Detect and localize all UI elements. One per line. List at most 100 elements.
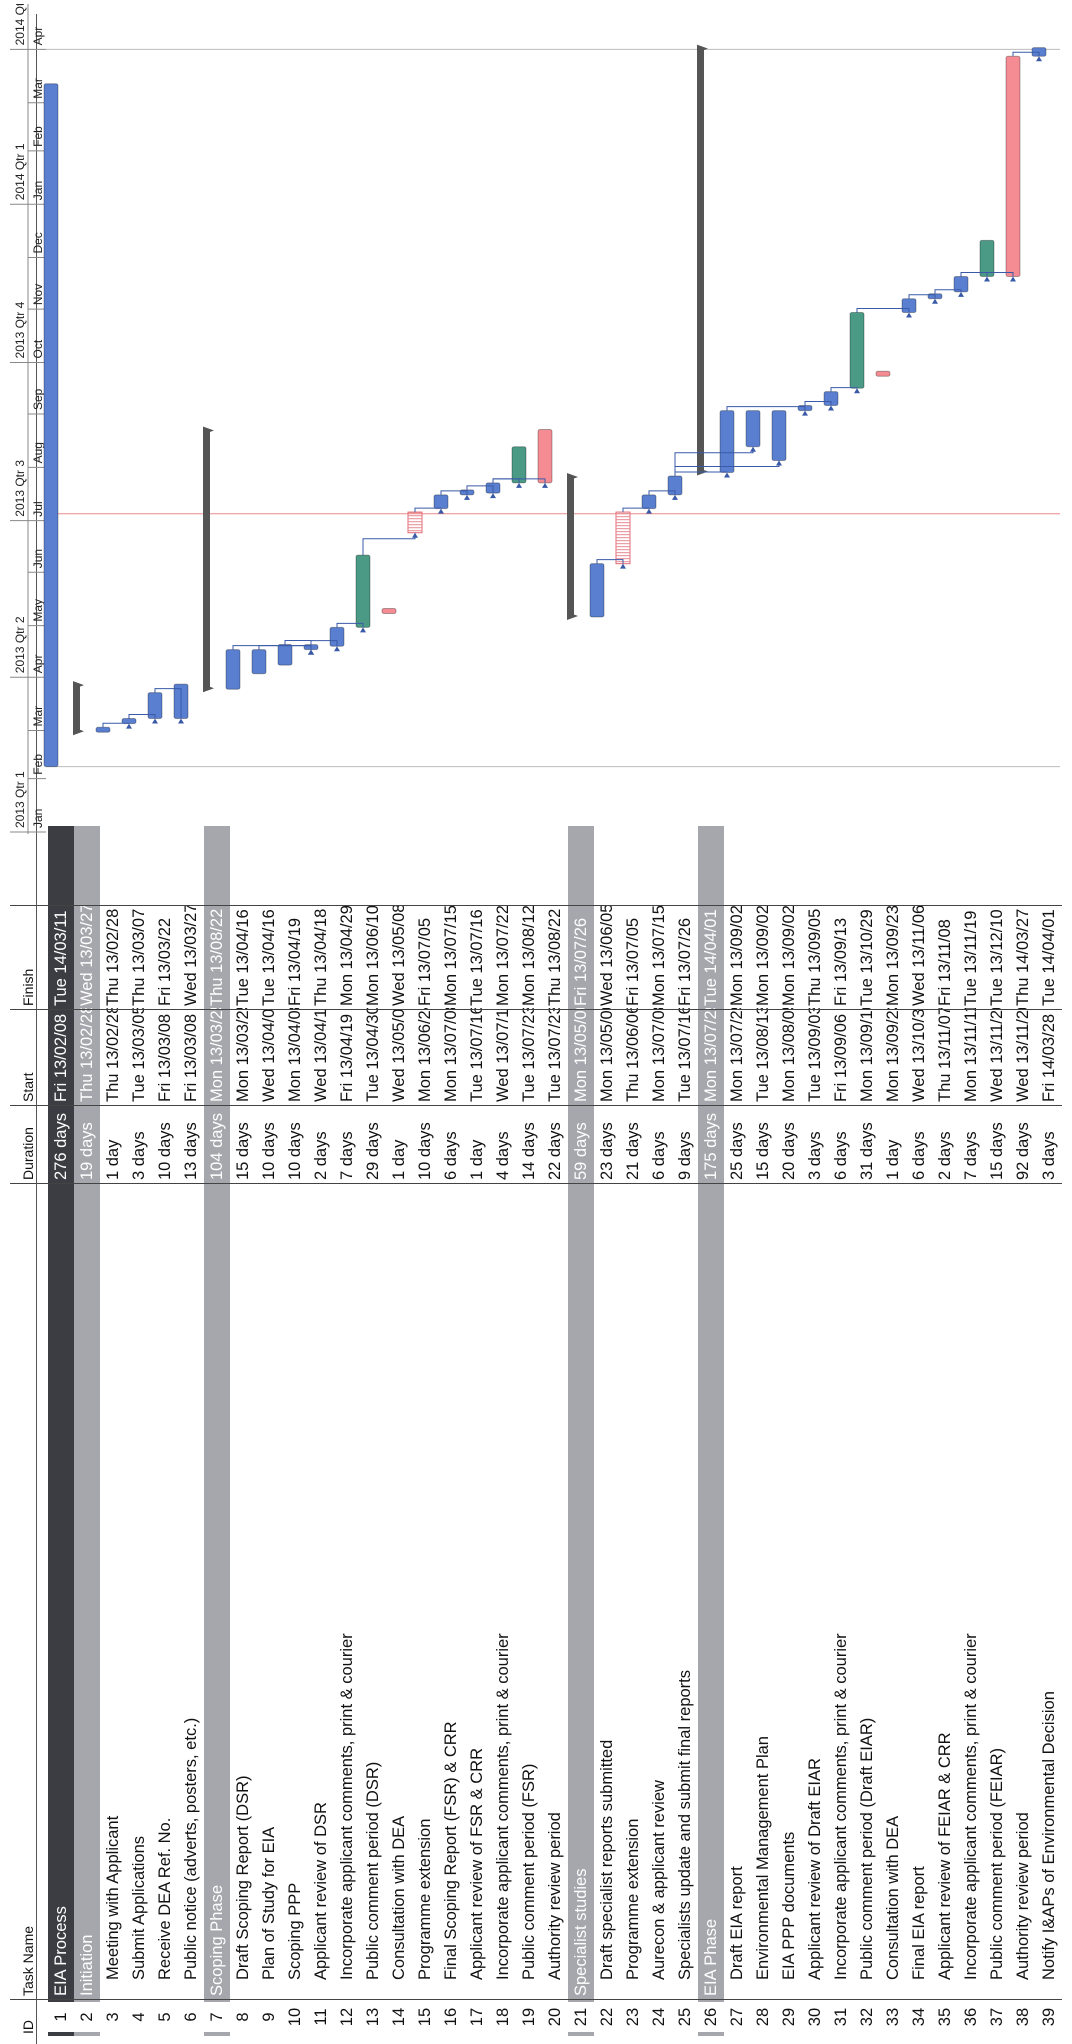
cell-start: Fri 13/09/06 [832, 1013, 850, 1102]
cell-start: Fri 13/02/08 [52, 1013, 70, 1102]
cell-name: Meeting with Applicant [104, 1815, 122, 1980]
table-row[interactable]: 29 EIA PPP documents 20 days Mon 13/08/05 Mo… [776, 826, 802, 2036]
table-row[interactable]: 5 Receive DEA Ref. No. 10 days Fri 13/03/08… [152, 826, 178, 2036]
col-header-id[interactable]: ID [20, 2020, 36, 2034]
table-row[interactable]: 30 Applicant review of Draft EIAR 3 days Tu… [802, 826, 828, 2036]
summary-end-cap [697, 44, 708, 53]
table-row[interactable]: 12 Incorporate applicant comments, print … [334, 826, 360, 2036]
cell-id: 10 [282, 2002, 308, 2032]
cell-finish: Wed 13/05/08 [390, 906, 408, 1006]
summary-start-cap [203, 684, 214, 693]
dependency-link [804, 400, 832, 406]
month-label: Feb [31, 754, 45, 775]
table-row[interactable]: 22 Draft specialist reports submitted 23 d… [594, 826, 620, 2036]
table-row[interactable]: 17 Applicant review of FSR & CRR 1 day Tue … [464, 826, 490, 2036]
table-row[interactable]: 16 Final Scoping Report (FSR) & CRR 6 days… [438, 826, 464, 2036]
cell-id: 13 [360, 2002, 386, 2032]
cell-start: Wed 13/05/08 [390, 1008, 408, 1102]
cell-duration: 29 days [364, 1122, 382, 1180]
dependency-link [726, 406, 806, 411]
cell-duration: 3 days [1040, 1131, 1058, 1180]
task-bar [43, 83, 59, 768]
cell-duration: 7 days [338, 1131, 356, 1180]
table-row[interactable]: 25 Specialists update and submit final re… [672, 826, 698, 2036]
table-row[interactable]: 10 Scoping PPP 10 days Mon 13/04/08 Fri 13/0… [282, 826, 308, 2036]
cell-start: Mon 13/05/06 [598, 1008, 616, 1102]
table-row[interactable]: 35 Applicant review of FEIAR & CRR 2 days T… [932, 826, 958, 2036]
table-row[interactable]: 13 Public comment period (DSR) 29 days Tue … [360, 826, 386, 2036]
cell-id: 26 [698, 2002, 724, 2032]
table-row[interactable]: 9 Plan of Study for EIA 10 days Wed 13/04/0… [256, 826, 282, 2036]
cell-name: Applicant review of FEIAR & CRR [936, 1732, 954, 1980]
dependency-link [934, 289, 962, 294]
summary-start-cap [73, 727, 84, 736]
table-row[interactable]: 28 Environmental Management Plan 15 days Tu… [750, 826, 776, 2036]
table-row[interactable]: 18 Incorporate applicant comments, print … [490, 826, 516, 2036]
col-header-start[interactable]: Start [20, 1072, 36, 1102]
task-bar [251, 649, 267, 675]
table-row[interactable]: 26 EIA Phase 175 days Mon 13/07/29 Tue 14/04… [698, 826, 724, 2036]
table-row[interactable]: 33 Consultation with DEA 1 day Mon 13/09/23… [880, 826, 906, 2036]
table-row[interactable]: 14 Consultation with DEA 1 day Wed 13/05/08… [386, 826, 412, 2036]
dependency-link [466, 485, 494, 494]
month-label: Oct [31, 339, 45, 358]
cell-duration: 1 day [104, 1139, 122, 1180]
cell-start: Mon 13/04/08 [286, 1008, 304, 1102]
cell-finish: Fri 13/04/19 [286, 917, 304, 1006]
col-header-task-name[interactable]: Task Name [20, 1925, 36, 1996]
cell-name: Specialists update and submit final repo… [676, 1669, 694, 1980]
cell-duration: 92 days [1014, 1122, 1032, 1180]
table-row[interactable]: 36 Incorporate applicant comments, print … [958, 826, 984, 2036]
table-row[interactable]: 6 Public notice (adverts, posters, etc.) 1… [178, 826, 204, 2036]
table-row[interactable]: 11 Applicant review of DSR 2 days Wed 13/04… [308, 826, 334, 2036]
col-header-finish[interactable]: Finish [20, 968, 36, 1006]
cell-start: Tue 13/08/13 [754, 1008, 772, 1102]
cell-duration: 9 days [676, 1131, 694, 1180]
table-row[interactable]: 32 Public comment period (Draft EIAR) 31 d… [854, 826, 880, 2036]
table-row[interactable]: 7 Scoping Phase 104 days Mon 13/03/25 Thu 13… [204, 826, 230, 2036]
table-row[interactable]: 4 Submit Applications 3 days Tue 13/03/05 Th… [126, 826, 152, 2036]
cell-start: Mon 13/08/05 [780, 1008, 798, 1102]
month-label: Feb [31, 126, 45, 147]
dependency-arrow [802, 410, 808, 416]
cell-duration: 3 days [130, 1131, 148, 1180]
cell-duration: 6 days [832, 1131, 850, 1180]
cell-name: Programme extension [416, 1818, 434, 1980]
task-bar [1005, 55, 1021, 277]
cell-id: 14 [386, 2002, 412, 2032]
task-bar [433, 494, 449, 510]
table-row[interactable]: 38 Authority review period 92 days Wed 13/1… [1010, 826, 1036, 2036]
table-row[interactable]: 23 Programme extension 21 days Thu 13/06/06… [620, 826, 646, 2036]
cell-id: 20 [542, 2002, 568, 2032]
cell-name: Incorporate applicant comments, print & … [832, 1633, 850, 1980]
task-bar [849, 312, 865, 389]
table-row[interactable]: 39 Notify I&APs of Environmental Decision… [1036, 826, 1062, 2036]
table-row[interactable]: 37 Public comment period (FEIAR) 15 days We… [984, 826, 1010, 2036]
table-row[interactable]: 19 Public comment period (FSR) 14 days Tue … [516, 826, 542, 2036]
table-row[interactable]: 24 Aurecon & applicant review 6 days Mon 13… [646, 826, 672, 2036]
table-row[interactable]: 15 Programme extension 10 days Mon 13/06/24… [412, 826, 438, 2036]
task-bar [745, 410, 761, 448]
table-row[interactable]: 34 Final EIA report 6 days Wed 13/10/30 Wed … [906, 826, 932, 2036]
col-header-duration[interactable]: Duration [20, 1127, 36, 1180]
cell-duration: 15 days [234, 1122, 252, 1180]
cell-id: 18 [490, 2002, 516, 2032]
cell-id: 27 [724, 2002, 750, 2032]
month-label: Jul [31, 501, 45, 516]
cell-id: 28 [750, 2002, 776, 2032]
table-row[interactable]: 27 Draft EIA report 25 days Mon 13/07/29 Mon… [724, 826, 750, 2036]
table-row[interactable]: 21 Specialist studies 59 days Mon 13/05/06 F… [568, 826, 594, 2036]
cell-start: Mon 13/11/11 [962, 1008, 980, 1102]
table-row[interactable]: 20 Authority review period 22 days Tue 13/0… [542, 826, 568, 2036]
cell-start: Fri 13/04/19 [338, 1013, 356, 1102]
table-row[interactable]: 8 Draft Scoping Report (DSR) 15 days Mon 13… [230, 826, 256, 2036]
dependency-arrow [1010, 276, 1016, 282]
month-label: Jun [31, 549, 45, 568]
table-row[interactable]: 3 Meeting with Applicant 1 day Thu 13/02/28… [100, 826, 126, 2036]
table-row[interactable]: 1 EIA Process 276 days Fri 13/02/08 Tue 14/0… [48, 826, 74, 2036]
cell-start: Thu 13/06/06 [624, 1008, 642, 1102]
cell-start: Tue 13/03/05 [130, 1008, 148, 1102]
table-row[interactable]: 2 Initiation 19 days Thu 13/02/28 Wed 13/03/… [74, 826, 100, 2036]
cell-finish: Mon 13/07/15 [650, 906, 668, 1006]
table-row[interactable]: 31 Incorporate applicant comments, print … [828, 826, 854, 2036]
